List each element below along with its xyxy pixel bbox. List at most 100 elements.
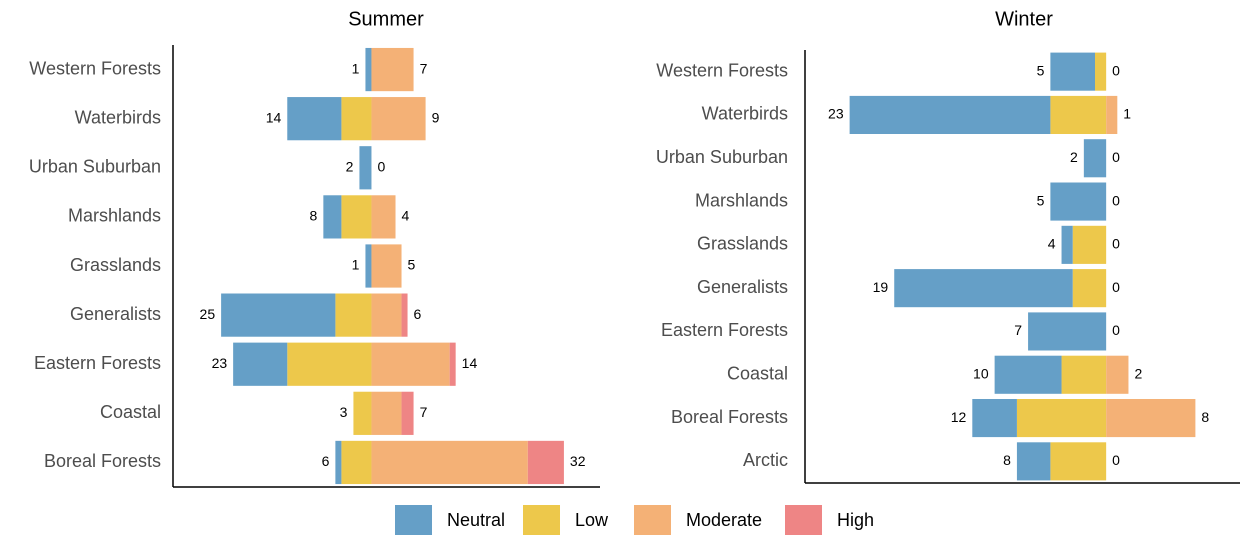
bar-segment <box>994 355 1062 394</box>
legend-label: Neutral <box>447 510 505 530</box>
bar-segment <box>1061 225 1073 264</box>
data-label: 19 <box>873 279 889 295</box>
data-label: 5 <box>1037 192 1045 208</box>
bar-segment <box>449 342 456 386</box>
y-tick-label: Eastern Forests <box>661 320 788 340</box>
data-label: 12 <box>951 409 967 425</box>
data-label: 5 <box>408 257 416 273</box>
data-label: 0 <box>1112 192 1120 208</box>
chart-title: Winter <box>995 8 1053 30</box>
legend-label: High <box>837 510 874 530</box>
data-label: 0 <box>1112 322 1120 338</box>
bar-segment <box>1072 225 1107 264</box>
legend-label: Moderate <box>686 510 762 530</box>
y-tick-label: Waterbirds <box>75 107 161 127</box>
data-label: 25 <box>200 306 216 322</box>
data-label: 1 <box>1123 106 1131 122</box>
bar-segment <box>371 195 396 239</box>
y-tick-label: Western Forests <box>29 58 161 78</box>
bar-segment <box>1050 52 1095 91</box>
y-tick-label: Coastal <box>727 364 788 384</box>
bar-segment <box>1083 139 1107 178</box>
data-label: 6 <box>414 306 422 322</box>
bar-segment <box>371 47 414 92</box>
legend-swatch <box>523 505 560 535</box>
y-tick-label: Generalists <box>697 277 788 297</box>
bar-segment <box>335 293 372 337</box>
bar-segment <box>1106 398 1196 438</box>
bar-segment <box>1016 442 1051 481</box>
bar-segment <box>527 440 564 485</box>
bar-segment <box>335 440 342 485</box>
data-label: 2 <box>1134 365 1142 381</box>
bar-segment <box>371 440 528 485</box>
data-label: 8 <box>310 208 318 224</box>
y-tick-label: Western Forests <box>656 60 788 80</box>
bar-segment <box>401 293 408 337</box>
bar-segment <box>849 95 1051 135</box>
bar-segment <box>371 293 402 337</box>
bar-segment <box>359 146 372 190</box>
y-tick-label: Arctic <box>743 450 788 470</box>
bar-segment <box>371 342 450 386</box>
bar-segment <box>1050 442 1107 481</box>
bar-segment <box>233 342 288 386</box>
data-label: 9 <box>432 109 440 125</box>
data-label: 23 <box>212 355 228 371</box>
bar-segment <box>371 391 402 435</box>
data-label: 1 <box>352 257 360 273</box>
bar-segment <box>221 293 336 337</box>
bar-segment <box>323 195 342 239</box>
bar-segment <box>287 342 372 386</box>
y-tick-label: Waterbirds <box>702 104 788 124</box>
bar-segment <box>1050 95 1107 135</box>
y-tick-label: Eastern Forests <box>34 353 161 373</box>
bar-segment <box>1106 355 1129 394</box>
data-label: 7 <box>1014 322 1022 338</box>
data-label: 7 <box>420 60 428 76</box>
y-tick-label: Grasslands <box>70 255 161 275</box>
data-label: 2 <box>1070 149 1078 165</box>
bar-segment <box>365 47 372 92</box>
legend-swatch <box>634 505 671 535</box>
y-tick-label: Marshlands <box>68 206 161 226</box>
bar-segment <box>1061 355 1107 394</box>
data-label: 14 <box>462 355 478 371</box>
data-label: 0 <box>1112 149 1120 165</box>
chart-title: Summer <box>348 8 424 30</box>
bar-segment <box>1028 312 1107 351</box>
data-label: 14 <box>266 109 282 125</box>
bar-segment <box>1095 52 1107 91</box>
y-tick-label: Urban Suburban <box>29 157 161 177</box>
bar-segment <box>341 440 372 485</box>
data-label: 10 <box>973 365 989 381</box>
data-label: 5 <box>1037 62 1045 78</box>
bar-segment <box>1072 269 1107 308</box>
y-tick-label: Boreal Forests <box>44 451 161 471</box>
y-tick-label: Coastal <box>100 402 161 422</box>
bar-segment <box>341 195 372 239</box>
y-tick-label: Grasslands <box>697 234 788 254</box>
data-label: 0 <box>1112 452 1120 468</box>
bar-segment <box>371 97 426 141</box>
bar-segment <box>365 244 372 288</box>
data-label: 4 <box>402 208 410 224</box>
data-label: 32 <box>570 453 586 469</box>
data-label: 0 <box>1112 236 1120 252</box>
data-label: 6 <box>322 453 330 469</box>
data-label: 0 <box>1112 279 1120 295</box>
y-tick-label: Boreal Forests <box>671 407 788 427</box>
data-label: 8 <box>1003 452 1011 468</box>
data-label: 0 <box>377 158 385 174</box>
bar-segment <box>371 244 402 288</box>
data-label: 1 <box>352 60 360 76</box>
y-tick-label: Urban Suburban <box>656 147 788 167</box>
y-tick-label: Marshlands <box>695 190 788 210</box>
data-label: 4 <box>1048 236 1056 252</box>
y-tick-label: Generalists <box>70 304 161 324</box>
legend-swatch <box>785 505 822 535</box>
bar-segment <box>1050 182 1107 221</box>
bar-segment <box>1106 95 1118 135</box>
data-label: 0 <box>1112 62 1120 78</box>
